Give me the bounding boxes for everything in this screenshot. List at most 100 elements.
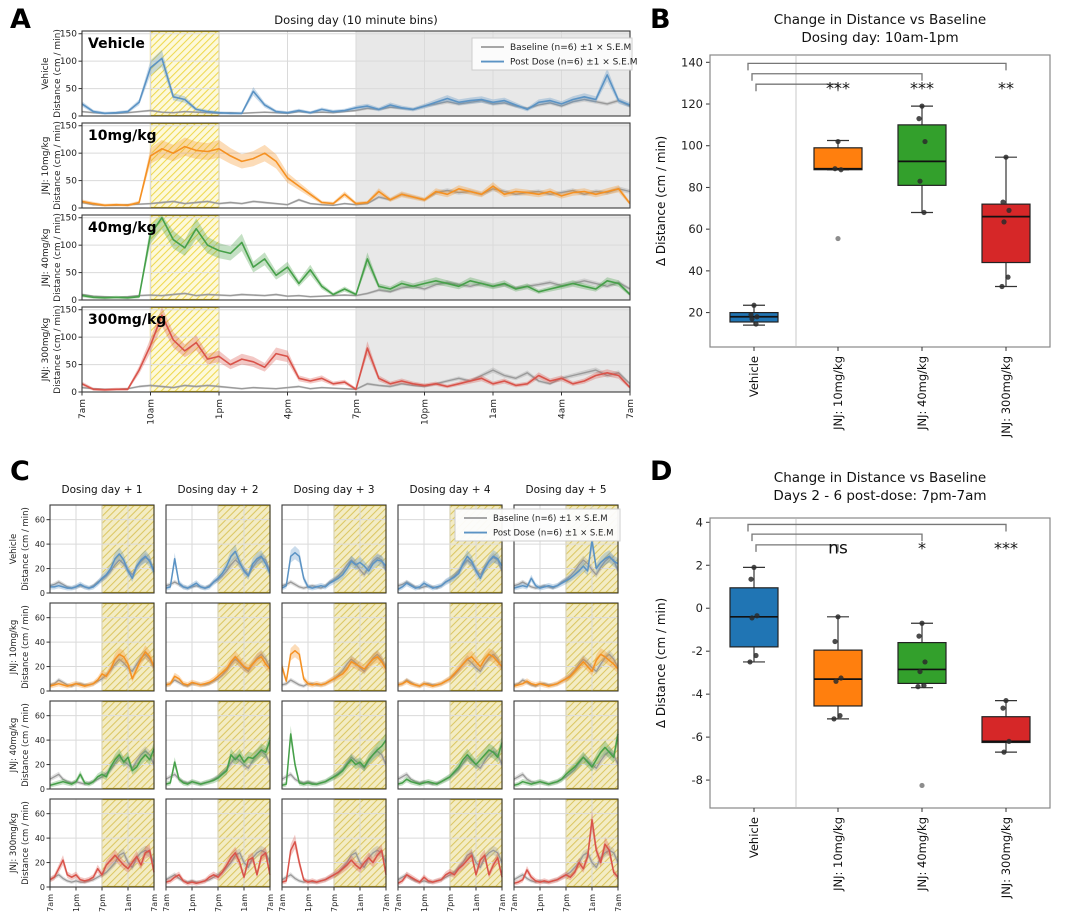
svg-text:100: 100: [60, 333, 77, 343]
svg-text:1am: 1am: [472, 894, 481, 912]
svg-text:1am: 1am: [489, 399, 499, 419]
panel-letter-b: B: [650, 4, 671, 35]
svg-text:4am: 4am: [558, 399, 568, 419]
svg-text:7am: 7am: [382, 894, 391, 912]
svg-text:0: 0: [71, 388, 77, 398]
svg-text:0: 0: [71, 296, 77, 306]
svg-text:JNJ: 300mg/kg: JNJ: 300mg/kg: [999, 817, 1013, 899]
panel-d-chart: Change in Distance vs Baseline Days 2 - 6…: [654, 470, 1051, 899]
svg-text:7am: 7am: [266, 894, 275, 912]
svg-text:ns: ns: [828, 538, 848, 558]
svg-text:-2: -2: [692, 644, 703, 658]
svg-text:20: 20: [35, 761, 45, 770]
svg-text:***: ***: [910, 79, 934, 98]
svg-text:Post Dose (n=6) ±1 × S.E.M: Post Dose (n=6) ±1 × S.E.M: [493, 529, 613, 539]
svg-text:Distance (cm / min): Distance (cm / min): [53, 29, 63, 118]
svg-text:0: 0: [71, 204, 77, 214]
svg-text:100: 100: [681, 139, 703, 153]
svg-text:7am: 7am: [626, 399, 636, 419]
svg-text:Baseline (n=6) ±1 × S.E.M: Baseline (n=6) ±1 × S.E.M: [493, 514, 608, 524]
svg-text:50: 50: [66, 361, 78, 371]
svg-text:150: 150: [60, 122, 77, 132]
svg-text:Δ Distance (cm / min): Δ Distance (cm / min): [654, 136, 668, 266]
svg-text:50: 50: [66, 177, 78, 187]
svg-text:7am: 7am: [498, 894, 507, 912]
svg-text:0: 0: [40, 687, 45, 696]
svg-text:Vehicle: Vehicle: [9, 534, 19, 564]
svg-text:20: 20: [35, 565, 45, 574]
svg-text:4: 4: [696, 515, 703, 529]
svg-text:Distance (cm / min): Distance (cm / min): [21, 801, 31, 885]
svg-text:0: 0: [40, 785, 45, 794]
svg-text:7am: 7am: [614, 894, 623, 912]
svg-text:7pm: 7pm: [98, 894, 107, 912]
svg-text:Dosing day: 10am-1pm: Dosing day: 10am-1pm: [801, 30, 958, 46]
svg-text:300mg/kg: 300mg/kg: [88, 312, 166, 328]
svg-text:7pm: 7pm: [352, 399, 362, 419]
svg-text:Dosing day + 5: Dosing day + 5: [525, 484, 606, 496]
svg-text:7pm: 7pm: [562, 894, 571, 912]
svg-text:10pm: 10pm: [421, 399, 431, 425]
panel-letter-c: C: [10, 456, 30, 487]
svg-text:-6: -6: [692, 730, 703, 744]
svg-text:50: 50: [66, 269, 78, 279]
svg-text:*: *: [918, 538, 926, 557]
svg-text:4pm: 4pm: [284, 399, 294, 419]
svg-text:Distance (cm / min): Distance (cm / min): [21, 703, 31, 787]
svg-text:JNJ: 300mg/kg: JNJ: 300mg/kg: [41, 318, 51, 383]
svg-text:40: 40: [35, 834, 45, 843]
svg-text:JNJ: 10mg/kg: JNJ: 10mg/kg: [831, 356, 845, 431]
panel-b-boxplot-dosing-day: Change in Distance vs Baseline Dosing day…: [640, 0, 1065, 470]
svg-text:7pm: 7pm: [214, 894, 223, 912]
svg-text:7am: 7am: [162, 894, 171, 912]
svg-text:1am: 1am: [356, 894, 365, 912]
svg-text:Vehicle: Vehicle: [747, 356, 761, 397]
svg-text:7am: 7am: [394, 894, 403, 912]
svg-text:7am: 7am: [150, 894, 159, 912]
svg-text:1pm: 1pm: [304, 894, 313, 912]
svg-text:150: 150: [60, 306, 77, 316]
svg-text:60: 60: [35, 614, 45, 623]
svg-text:JNJ: 40mg/kg: JNJ: 40mg/kg: [915, 817, 929, 892]
svg-text:60: 60: [35, 712, 45, 721]
svg-text:40: 40: [35, 736, 45, 745]
svg-text:140: 140: [681, 55, 703, 69]
panel-a-chart: Dosing day (10 minute bins) 0 50 100 150 Vehi…: [41, 13, 638, 425]
svg-text:JNJ: 10mg/kg: JNJ: 10mg/kg: [41, 137, 51, 196]
svg-text:1pm: 1pm: [536, 894, 545, 912]
svg-text:Dosing day (10 minute bins): Dosing day (10 minute bins): [274, 13, 437, 27]
svg-text:1pm: 1pm: [188, 894, 197, 912]
svg-text:Distance (cm / min): Distance (cm / min): [53, 121, 63, 210]
svg-text:***: ***: [994, 538, 1018, 557]
svg-text:JNJ: 10mg/kg: JNJ: 10mg/kg: [831, 817, 845, 892]
svg-text:1am: 1am: [240, 894, 249, 912]
svg-text:20: 20: [688, 306, 703, 320]
svg-text:Change in Distance vs Baseline: Change in Distance vs Baseline: [774, 12, 986, 28]
svg-text:Vehicle: Vehicle: [41, 57, 51, 90]
svg-text:120: 120: [681, 97, 703, 111]
svg-text:100: 100: [60, 149, 77, 159]
svg-text:100: 100: [60, 241, 77, 251]
svg-text:JNJ: 40mg/kg: JNJ: 40mg/kg: [9, 718, 19, 774]
panel-c-postdose-days-grid: Dosing day + 1 Dosing day + 2 Dosing day +…: [0, 455, 640, 913]
svg-text:40: 40: [35, 540, 45, 549]
svg-text:0: 0: [40, 589, 45, 598]
svg-text:40: 40: [35, 638, 45, 647]
svg-text:0: 0: [40, 883, 45, 892]
svg-text:JNJ: 10mg/kg: JNJ: 10mg/kg: [9, 620, 19, 676]
svg-text:Days 2 - 6 post-dose: 7pm-7am: Days 2 - 6 post-dose: 7pm-7am: [773, 488, 986, 504]
panel-d-boxplot-postdose-nights: Change in Distance vs Baseline Days 2 - 6…: [640, 455, 1065, 913]
svg-text:40: 40: [688, 264, 703, 278]
svg-text:Dosing day + 2: Dosing day + 2: [177, 484, 258, 496]
panel-letter-a: A: [10, 4, 31, 35]
svg-text:Change in Distance vs Baseline: Change in Distance vs Baseline: [774, 470, 986, 486]
svg-text:Δ Distance (cm / min): Δ Distance (cm / min): [654, 598, 668, 728]
svg-text:1am: 1am: [588, 894, 597, 912]
svg-text:60: 60: [688, 222, 703, 236]
svg-text:Distance (cm / min): Distance (cm / min): [53, 213, 63, 302]
svg-text:50: 50: [66, 85, 78, 95]
svg-text:0: 0: [71, 112, 77, 122]
svg-text:JNJ: 300mg/kg: JNJ: 300mg/kg: [9, 813, 19, 874]
svg-text:150: 150: [60, 30, 77, 40]
